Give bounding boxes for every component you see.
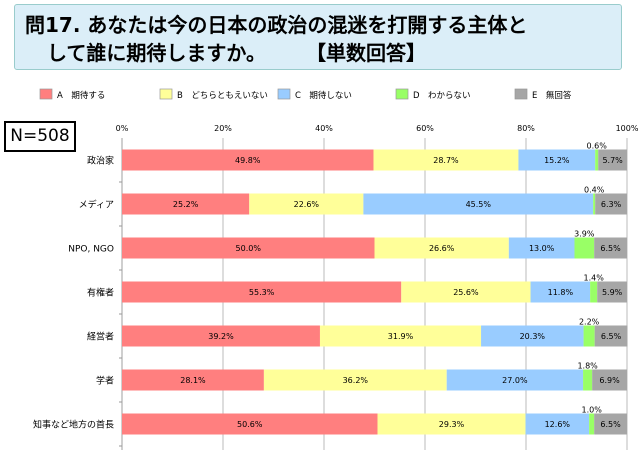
bar-segment	[263, 369, 447, 391]
bar-segment	[595, 149, 599, 171]
data-label: 25.2%	[173, 200, 199, 209]
bar-segment	[122, 281, 402, 303]
data-label: 6.5%	[600, 420, 621, 429]
legend-label: C 期待しない	[295, 90, 352, 101]
x-tick-label: 100%	[616, 124, 639, 133]
bar-segment	[595, 193, 627, 215]
data-label: 2.2%	[579, 318, 600, 327]
bar-segment	[597, 281, 627, 303]
data-label: 5.7%	[602, 156, 623, 165]
bar-segment	[122, 193, 250, 215]
x-tick-label: 60%	[416, 124, 434, 133]
data-label: 15.2%	[544, 156, 570, 165]
bar-segment	[594, 237, 627, 259]
legend-label: D わからない	[413, 91, 471, 101]
data-label: 39.2%	[208, 332, 234, 341]
data-label: 29.3%	[439, 420, 465, 429]
bar-segment	[589, 413, 595, 435]
bar-segment	[583, 325, 595, 347]
title-line-2: して誰に期待しますか。 【単数回答】	[47, 41, 426, 65]
data-label: 1.0%	[581, 406, 602, 415]
category-label: メディア	[79, 199, 114, 211]
data-label: 6.3%	[601, 200, 622, 209]
title-line-1: 問17. あなたは今の日本の政治の混迷を打開する主体と	[25, 13, 528, 37]
bar-segment	[374, 237, 509, 259]
x-tick-label: 20%	[214, 124, 232, 133]
x-tick-label: 40%	[315, 124, 333, 133]
category-label: 有権者	[87, 287, 114, 299]
data-label: 49.8%	[235, 156, 261, 165]
data-label: 28.1%	[180, 376, 206, 385]
data-label: 45.5%	[466, 200, 492, 209]
legend-label: B どちらともえいない	[177, 91, 268, 101]
data-label: 6.9%	[599, 376, 620, 385]
bar-segment	[122, 237, 375, 259]
bar-segment	[518, 149, 596, 171]
data-label: 6.5%	[600, 244, 621, 253]
x-tick-label: 0%	[116, 124, 129, 133]
legend-swatch	[395, 88, 409, 100]
x-tick-label: 80%	[517, 124, 535, 133]
legend-label: A 期待する	[57, 90, 105, 101]
data-label: 12.6%	[545, 420, 571, 429]
bar-segment	[594, 413, 627, 435]
data-label: 28.7%	[433, 156, 459, 165]
legend-swatch	[39, 88, 53, 100]
bar-segment	[590, 281, 598, 303]
bar-segment	[401, 281, 531, 303]
data-label: 27.0%	[502, 376, 528, 385]
category-label: 経営者	[87, 331, 114, 343]
data-label: 13.0%	[529, 244, 555, 253]
bar-segment	[583, 369, 593, 391]
category-label: 政治家	[87, 155, 114, 167]
bar-segment	[122, 369, 264, 391]
data-label: 11.8%	[548, 288, 574, 297]
data-label: 5.9%	[602, 288, 623, 297]
category-label: NPO, NGO	[68, 245, 114, 255]
bar-segment	[363, 193, 594, 215]
bar-segment	[481, 325, 584, 347]
bar-segment	[446, 369, 584, 391]
data-label: 25.6%	[453, 288, 479, 297]
bar-segment	[319, 325, 482, 347]
bar-segment	[525, 413, 590, 435]
bar-segment	[377, 413, 526, 435]
category-label: 知事など地方の首長	[33, 419, 114, 431]
bar-segment	[594, 325, 628, 347]
legend-swatch	[159, 88, 173, 100]
bar-segment	[530, 281, 591, 303]
data-label: 6.5%	[601, 332, 622, 341]
bar-segment	[122, 325, 320, 347]
data-label: 50.0%	[236, 244, 262, 253]
question-title: 問17. あなたは今の日本の政治の混迷を打開する主体と して誰に期待しますか。 …	[14, 4, 622, 70]
data-label: 55.3%	[249, 288, 275, 297]
data-label: 50.6%	[237, 420, 263, 429]
data-label: 1.8%	[577, 362, 598, 371]
data-label: 31.9%	[388, 332, 414, 341]
data-label: 22.6%	[294, 200, 320, 209]
bar-segment	[122, 413, 378, 435]
bar-segment	[574, 237, 595, 259]
data-label: 26.6%	[429, 244, 455, 253]
data-label: 0.4%	[584, 186, 605, 195]
legend-swatch	[514, 88, 528, 100]
data-label: 0.6%	[587, 142, 608, 151]
data-label: 3.9%	[574, 230, 595, 239]
bar-segment	[593, 193, 596, 215]
data-label: 1.4%	[584, 274, 605, 283]
bar-segment	[592, 369, 627, 391]
bar-segment	[122, 149, 374, 171]
bar-segment	[373, 149, 519, 171]
bar-segment	[508, 237, 575, 259]
legend-swatch	[277, 88, 291, 100]
data-label: 20.3%	[520, 332, 546, 341]
data-label: 36.2%	[343, 376, 369, 385]
category-label: 学者	[96, 375, 114, 387]
sample-size: N=508	[4, 121, 76, 152]
bar-segment	[249, 193, 364, 215]
legend-label: E 無回答	[532, 90, 572, 101]
bar-segment	[598, 149, 627, 171]
